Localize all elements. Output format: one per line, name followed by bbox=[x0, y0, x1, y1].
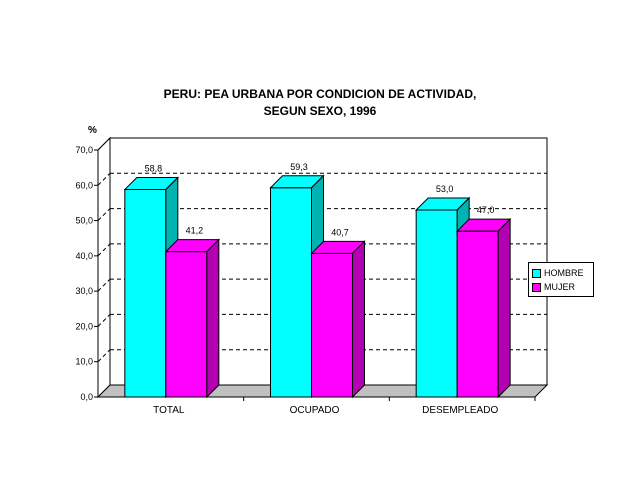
chart-subtitle: SEGUN SEXO, 1996 bbox=[263, 104, 377, 118]
data-label-hombre-total: 58,8 bbox=[145, 164, 163, 174]
bar-hombre-ocupado bbox=[270, 187, 312, 398]
bar-mujer-ocupado bbox=[311, 252, 353, 398]
gridline-side bbox=[97, 208, 111, 221]
legend-label-mujer: MUJER bbox=[544, 282, 575, 292]
y-tick-label: 70,0 bbox=[75, 145, 93, 155]
x-tick-label-ocupado: OCUPADO bbox=[290, 405, 340, 416]
plot-side-wall bbox=[97, 136, 111, 399]
x-tick-label-total: TOTAL bbox=[153, 405, 185, 416]
gridline-side bbox=[97, 349, 111, 363]
bar-mujer-desempleado bbox=[456, 230, 499, 398]
y-tick-label: 10,0 bbox=[75, 357, 93, 367]
legend-swatch-hombre bbox=[532, 268, 541, 278]
y-tick-label: 30,0 bbox=[75, 286, 93, 296]
legend-label-hombre: HOMBRE bbox=[544, 268, 584, 278]
y-tick-label: 40,0 bbox=[75, 251, 93, 261]
bar-side-mujer-ocupado bbox=[352, 240, 365, 399]
bar-mujer-total bbox=[165, 251, 208, 398]
bar-hombre-desempleado bbox=[415, 209, 458, 398]
gridline-side bbox=[97, 172, 111, 186]
legend-item-hombre: HOMBRE bbox=[532, 266, 590, 280]
data-label-mujer-total: 41,2 bbox=[186, 226, 204, 236]
legend: HOMBRE MUJER bbox=[528, 262, 594, 297]
y-tick-label: 0,0 bbox=[80, 392, 93, 402]
bar-side-mujer-total bbox=[206, 238, 220, 399]
chart-title: PERU: PEA URBANA POR CONDICION DE ACTIVI… bbox=[163, 87, 477, 101]
gridline-side bbox=[97, 243, 111, 257]
legend-item-mujer: MUJER bbox=[532, 280, 590, 294]
gridline-side bbox=[97, 137, 111, 151]
x-tick-label-desempleado: DESEMPLEADO bbox=[422, 405, 498, 416]
gridline-side bbox=[97, 314, 111, 327]
legend-swatch-mujer bbox=[532, 282, 541, 292]
y-tick-label: 20,0 bbox=[75, 321, 93, 331]
gridline-side bbox=[97, 278, 111, 292]
data-label-hombre-ocupado: 59,3 bbox=[290, 162, 308, 172]
data-label-mujer-desempleado: 47,0 bbox=[477, 205, 495, 215]
y-tick-label: 60,0 bbox=[75, 180, 93, 190]
data-label-hombre-desempleado: 53,0 bbox=[436, 184, 454, 194]
y-axis-label: % bbox=[88, 125, 97, 136]
y-tick-label: 50,0 bbox=[75, 216, 93, 226]
data-label-mujer-ocupado: 40,7 bbox=[331, 227, 349, 237]
bar-side-mujer-desempleado bbox=[497, 217, 511, 399]
bar-hombre-total bbox=[124, 189, 167, 398]
